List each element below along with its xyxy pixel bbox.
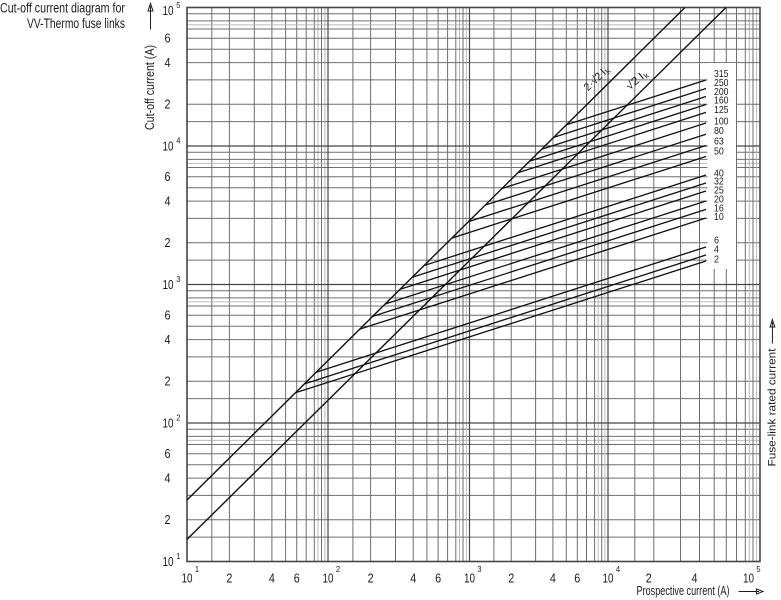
- svg-text:6: 6: [294, 572, 300, 586]
- svg-text:4: 4: [616, 564, 620, 574]
- svg-text:6: 6: [165, 32, 171, 46]
- svg-text:1: 1: [176, 551, 180, 561]
- svg-text:32: 32: [714, 176, 724, 187]
- svg-text:Fuse-link rated current: Fuse-link rated current: [767, 349, 779, 467]
- svg-text:2: 2: [368, 572, 374, 586]
- svg-text:Cut-off current diagram for: Cut-off current diagram for: [0, 1, 125, 16]
- svg-text:4: 4: [165, 471, 171, 485]
- svg-text:6: 6: [714, 236, 719, 247]
- svg-text:4: 4: [692, 572, 698, 586]
- svg-text:160: 160: [714, 96, 729, 107]
- svg-text:2: 2: [165, 236, 171, 250]
- svg-text:10: 10: [163, 555, 174, 569]
- svg-text:2: 2: [176, 413, 180, 423]
- svg-text:2: 2: [646, 572, 652, 586]
- svg-text:4: 4: [550, 572, 556, 586]
- svg-text:10: 10: [464, 572, 475, 586]
- svg-text:5: 5: [176, 0, 180, 10]
- svg-text:4: 4: [165, 56, 171, 70]
- svg-text:6: 6: [574, 572, 580, 586]
- svg-text:4: 4: [410, 572, 416, 586]
- svg-text:250: 250: [714, 78, 729, 89]
- svg-text:Prospective current (A): Prospective current (A): [637, 583, 730, 598]
- svg-text:25: 25: [714, 185, 724, 196]
- svg-text:100: 100: [714, 117, 729, 128]
- svg-text:125: 125: [714, 105, 729, 116]
- svg-text:VV-Thermo fuse links: VV-Thermo fuse links: [27, 16, 125, 31]
- svg-text:80: 80: [714, 126, 724, 137]
- svg-text:6: 6: [165, 170, 171, 184]
- svg-text:10: 10: [163, 416, 174, 430]
- svg-text:2: 2: [165, 375, 171, 389]
- svg-text:2: 2: [508, 572, 514, 586]
- svg-text:40: 40: [714, 169, 724, 180]
- svg-text:10: 10: [182, 572, 193, 586]
- svg-text:4: 4: [176, 136, 180, 146]
- svg-text:63: 63: [714, 136, 724, 147]
- svg-text:2: 2: [226, 572, 232, 586]
- svg-text:1: 1: [195, 564, 199, 574]
- svg-text:50: 50: [714, 147, 724, 158]
- svg-text:10: 10: [163, 139, 174, 153]
- svg-text:200: 200: [714, 87, 729, 98]
- svg-text:2: 2: [714, 255, 719, 266]
- svg-text:10: 10: [714, 212, 724, 223]
- svg-text:10: 10: [323, 572, 334, 586]
- svg-text:k: k: [604, 66, 614, 76]
- svg-text:4: 4: [269, 572, 275, 586]
- svg-text:2: 2: [165, 98, 171, 112]
- svg-text:3: 3: [477, 564, 481, 574]
- svg-text:4: 4: [165, 333, 171, 347]
- svg-text:10: 10: [163, 278, 174, 292]
- svg-text:6: 6: [435, 572, 441, 586]
- svg-text:2: 2: [336, 564, 340, 574]
- svg-text:6: 6: [165, 447, 171, 461]
- svg-text:315: 315: [714, 69, 729, 80]
- svg-text:10: 10: [163, 4, 174, 18]
- svg-text:4: 4: [714, 245, 719, 256]
- svg-text:6: 6: [165, 309, 171, 323]
- svg-text:20: 20: [714, 195, 724, 206]
- svg-text:16: 16: [714, 204, 724, 215]
- svg-text:3: 3: [176, 274, 180, 284]
- svg-text:4: 4: [165, 194, 171, 208]
- svg-text:10: 10: [603, 572, 614, 586]
- svg-text:2: 2: [165, 513, 171, 527]
- svg-text:k: k: [642, 70, 652, 80]
- svg-text:5: 5: [756, 564, 760, 574]
- svg-text:Cut-off current (A): Cut-off current (A): [143, 45, 157, 130]
- svg-text:10: 10: [743, 572, 754, 586]
